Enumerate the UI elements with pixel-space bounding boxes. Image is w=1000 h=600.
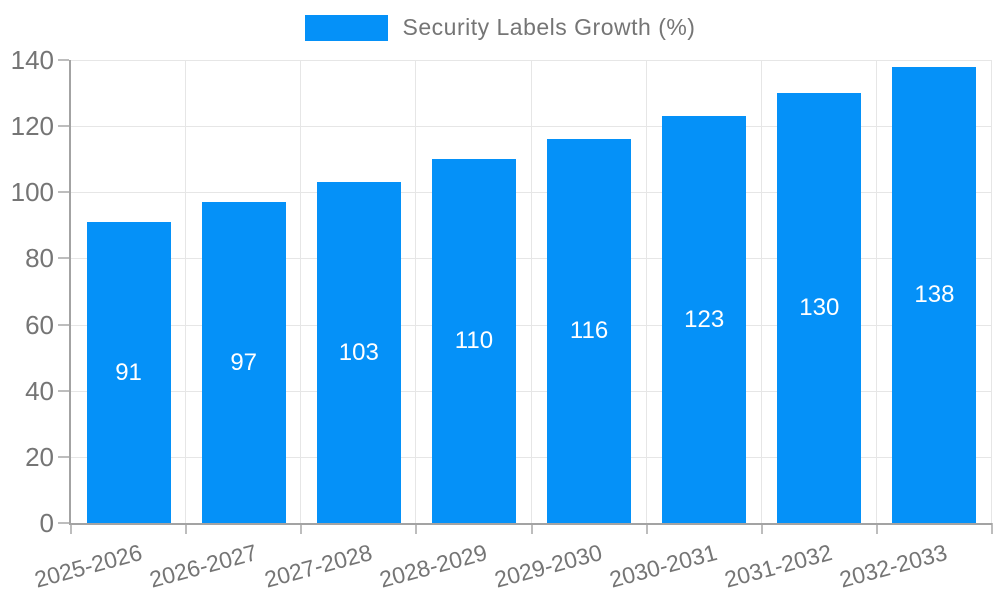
x-gridline bbox=[760, 60, 762, 523]
x-tick-mark bbox=[645, 523, 648, 534]
bar-value-label: 116 bbox=[569, 317, 609, 345]
x-tick-label: 2032-2033 bbox=[837, 539, 951, 593]
bar-value-label: 97 bbox=[230, 348, 258, 376]
y-tick-mark bbox=[58, 522, 69, 524]
x-gridline bbox=[415, 60, 417, 523]
bar[interactable]: 97 bbox=[201, 202, 286, 523]
bar[interactable]: 110 bbox=[431, 159, 516, 523]
x-tick-mark bbox=[875, 523, 878, 534]
y-tick-label: 120 bbox=[10, 111, 54, 142]
y-tick-label: 80 bbox=[25, 243, 54, 274]
legend-color-swatch bbox=[304, 14, 388, 41]
bar-value-label: 110 bbox=[454, 327, 494, 355]
x-tick-label: 2027-2028 bbox=[261, 539, 375, 593]
y-tick-label: 60 bbox=[25, 309, 54, 340]
y-tick-label: 20 bbox=[25, 441, 54, 472]
x-gridline bbox=[300, 60, 302, 523]
x-axis-line bbox=[69, 523, 992, 525]
x-tick-mark bbox=[530, 523, 533, 534]
chart-legend[interactable]: Security Labels Growth (%) bbox=[0, 14, 1000, 41]
y-gridline bbox=[71, 258, 992, 260]
x-gridline bbox=[875, 60, 877, 523]
y-tick-mark bbox=[58, 125, 69, 128]
x-tick-mark bbox=[185, 523, 188, 534]
y-tick-label: 140 bbox=[10, 45, 54, 75]
x-tick-mark bbox=[991, 523, 993, 534]
y-tick-mark bbox=[58, 257, 69, 260]
x-tick-label: 2028-2029 bbox=[376, 539, 490, 593]
y-gridline bbox=[71, 60, 992, 61]
bar-value-label: 130 bbox=[799, 294, 840, 322]
bar-value-label: 91 bbox=[115, 358, 142, 386]
bar[interactable]: 116 bbox=[547, 139, 632, 523]
bar[interactable]: 130 bbox=[777, 93, 862, 523]
y-tick-label: 40 bbox=[25, 375, 54, 406]
bar[interactable]: 123 bbox=[662, 116, 747, 523]
bar-value-label: 103 bbox=[338, 338, 379, 366]
x-tick-label: 2030-2031 bbox=[606, 539, 720, 593]
y-gridline bbox=[71, 126, 992, 128]
legend-label: Security Labels Growth (%) bbox=[402, 14, 696, 40]
y-tick-label: 0 bbox=[39, 508, 54, 538]
x-tick-label: 2025-2026 bbox=[31, 539, 145, 593]
y-tick-label: 100 bbox=[10, 177, 54, 208]
y-gridline bbox=[71, 456, 992, 458]
plot-area: 0 20 40 60 80 100 120 140 91 2025-2026 97 2026-2027… bbox=[11, 47, 993, 593]
y-gridline bbox=[71, 324, 992, 326]
x-tick-label: 2029-2030 bbox=[491, 539, 605, 593]
bar-value-label: 123 bbox=[684, 305, 725, 333]
y-tick-mark bbox=[58, 323, 69, 326]
y-gridline bbox=[71, 192, 992, 194]
bar[interactable]: 91 bbox=[86, 222, 171, 523]
x-gridline bbox=[991, 60, 992, 523]
bar[interactable]: 138 bbox=[892, 66, 977, 523]
x-gridline bbox=[530, 60, 532, 523]
x-gridline bbox=[185, 60, 187, 523]
y-tick-mark bbox=[58, 59, 69, 61]
y-tick-mark bbox=[58, 455, 69, 458]
y-gridline bbox=[71, 390, 992, 392]
bar-value-label: 138 bbox=[914, 280, 955, 308]
y-tick-mark bbox=[58, 389, 69, 392]
y-tick-mark bbox=[58, 191, 69, 194]
bar[interactable]: 103 bbox=[316, 182, 401, 523]
x-tick-label: 2026-2027 bbox=[146, 539, 260, 593]
x-tick-mark bbox=[760, 523, 763, 534]
x-tick-mark bbox=[70, 523, 72, 534]
x-tick-mark bbox=[300, 523, 303, 534]
x-tick-label: 2031-2032 bbox=[722, 539, 836, 593]
x-gridline bbox=[645, 60, 647, 523]
y-axis-line bbox=[69, 60, 71, 523]
x-tick-mark bbox=[415, 523, 418, 534]
